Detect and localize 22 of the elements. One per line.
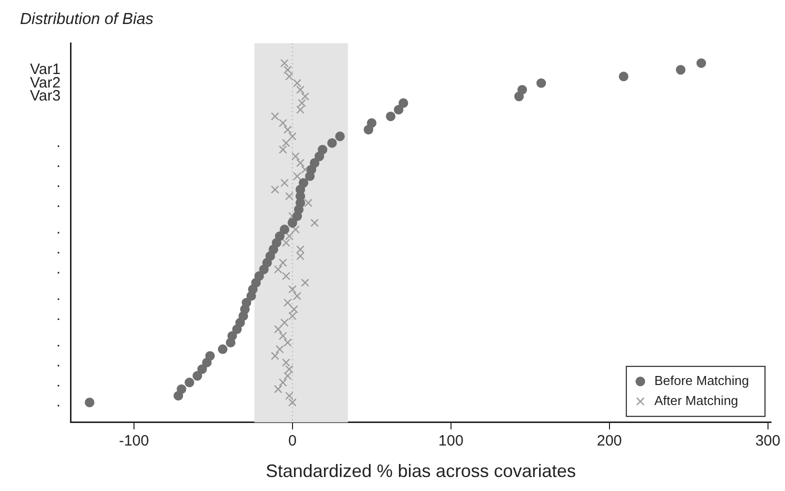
y-tick-label: .	[56, 240, 61, 258]
y-tick-label: .	[56, 220, 61, 238]
y-tick-label: .	[56, 374, 61, 391]
x-axis-title: Standardized % bias across covariates	[266, 461, 576, 482]
x-tick-label: 300	[755, 432, 780, 450]
y-tick-label: .	[56, 334, 61, 351]
x-tick-label: 200	[596, 432, 622, 450]
y-tick-label: .	[56, 174, 61, 192]
y-tick-label: .	[56, 307, 61, 324]
x-tick-label: 100	[438, 432, 464, 450]
y-tick-label: .	[56, 194, 61, 212]
y-tick-label: .	[56, 354, 61, 371]
y-tick-label: .	[56, 260, 61, 278]
x-tick-label: -100	[118, 432, 149, 450]
y-tick-label: .	[56, 394, 61, 411]
legend-label: Before Matching	[654, 372, 750, 388]
legend-label: After Matching	[654, 392, 738, 408]
y-tick-label: .	[56, 154, 61, 172]
chart-title: Distribution of Bias	[20, 11, 154, 28]
y-tick-label: .	[56, 134, 61, 152]
x-tick-label: 0	[288, 432, 297, 450]
y-tick-label: .	[56, 287, 61, 304]
